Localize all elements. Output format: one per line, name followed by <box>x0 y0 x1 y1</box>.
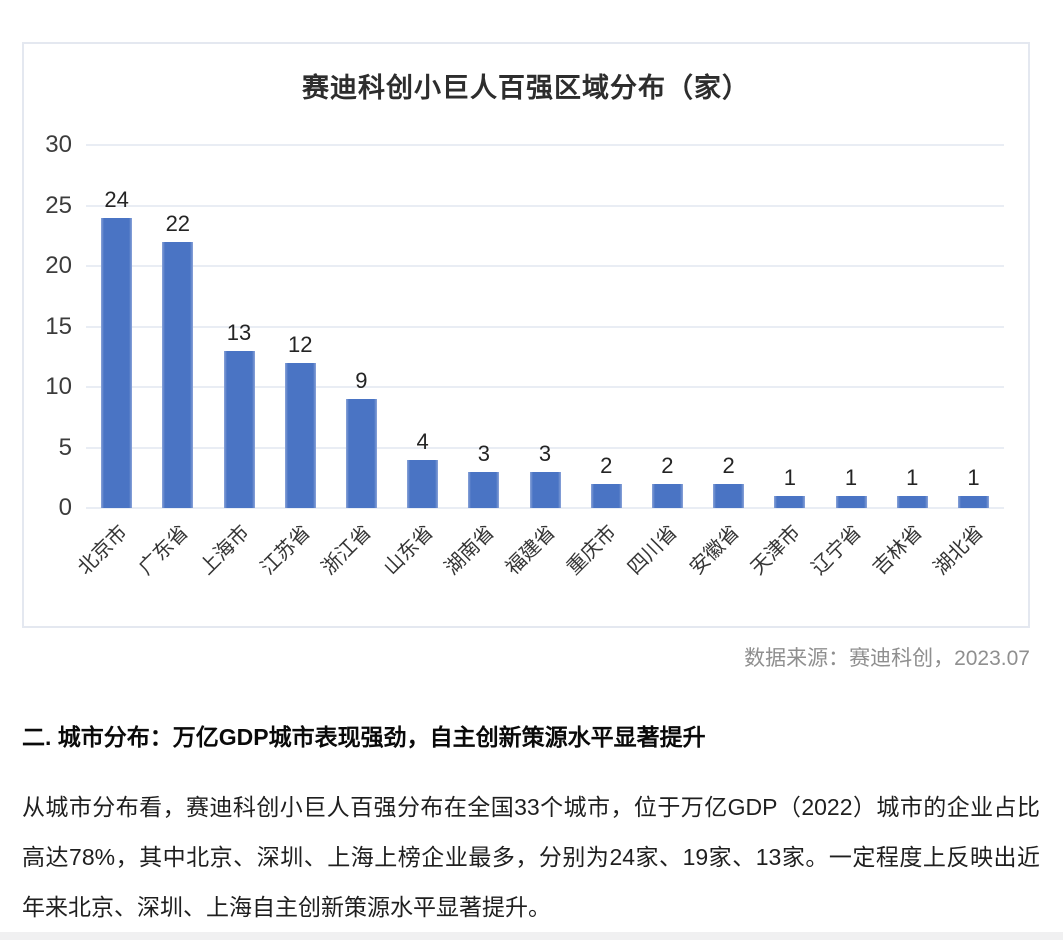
bar-column: 1 <box>820 145 881 508</box>
x-tick-cell: 广东省 <box>135 508 208 608</box>
data-source-note: 数据来源：赛迪科创，2023.07 <box>744 647 1030 670</box>
bar-column: 12 <box>270 145 331 508</box>
bar-column: 1 <box>943 145 1004 508</box>
x-tick-cell: 浙江省 <box>318 508 392 608</box>
bar <box>651 483 683 508</box>
bar <box>345 399 377 508</box>
bar-column: 3 <box>453 145 514 508</box>
bar-column: 2 <box>576 145 637 508</box>
y-tick-label: 30 <box>45 131 72 158</box>
bar-value-label: 4 <box>416 428 429 454</box>
section-heading: 二. 城市分布：万亿GDP城市表现强劲，自主创新策源水平显著提升 <box>22 724 706 750</box>
bar-column: 9 <box>331 145 392 508</box>
bar-column: 1 <box>882 145 943 508</box>
bar <box>223 350 255 508</box>
bar-column: 13 <box>208 145 269 508</box>
bar-value-label: 3 <box>477 440 490 466</box>
bar <box>896 495 928 508</box>
bar-value-label: 1 <box>844 464 858 490</box>
x-tick-cell: 安徽省 <box>686 508 759 608</box>
bar <box>468 471 500 508</box>
bar-value-label: 1 <box>783 464 796 490</box>
y-tick-label: 20 <box>45 252 72 279</box>
bar <box>529 471 561 508</box>
y-tick-label: 25 <box>45 191 72 219</box>
gridline <box>86 204 1004 207</box>
x-tick-cell: 天津市 <box>747 508 820 608</box>
bottom-divider <box>0 932 1063 940</box>
bar-value-label: 3 <box>538 440 552 466</box>
bar-value-label: 1 <box>906 464 919 490</box>
x-tick-cell: 山东省 <box>379 508 453 608</box>
x-tick-cell: 湖南省 <box>441 508 514 608</box>
bar <box>957 495 989 508</box>
bar-column: 1 <box>759 145 820 508</box>
x-tick-cell: 辽宁省 <box>808 508 881 608</box>
bar-column: 4 <box>392 145 453 508</box>
x-labels-row: 北京市 广东省 上海市 江苏省 浙江省 山东省 湖南省 福建省 重庆市 四川省 安徽省 天津市 辽宁省吉… <box>73 508 1004 608</box>
bars-row: 24 22 13 12 9 4 3 3 2 2 2 1 1 1 1 <box>86 145 1004 508</box>
y-tick-label: 10 <box>45 373 72 400</box>
bar-column: 2 <box>637 145 698 508</box>
x-tick-cell: 湖北省 <box>930 508 1004 608</box>
chart-card: 赛迪科创小巨人百强区域分布（家） 0 5 10 15 20 25 30 24 22 13 12 9 4 3… <box>22 42 1030 628</box>
y-tick-label: 15 <box>45 312 72 340</box>
body-paragraph: 从城市分布看，赛迪科创小巨人百强分布在全国33个城市，位于万亿GDP（2022）… <box>22 794 1040 920</box>
bar-value-label: 9 <box>355 368 368 394</box>
y-tick-label: 5 <box>58 433 72 461</box>
x-tick-cell: 四川省 <box>624 508 698 608</box>
bar <box>101 217 133 508</box>
gridline <box>86 325 1004 328</box>
bar-value-label: 2 <box>661 452 674 478</box>
bar-column: 2 <box>698 145 759 508</box>
bar <box>162 241 194 508</box>
bar <box>407 459 439 508</box>
bar-value-label: 24 <box>104 186 129 212</box>
gridline <box>86 386 1004 388</box>
bar <box>835 495 867 508</box>
plot-area: 0 5 10 15 20 25 30 24 22 13 12 9 4 3 3 2 2 2 1 1 1 1 <box>45 133 1004 520</box>
bar-value-label: 2 <box>722 452 735 478</box>
bar <box>774 495 806 508</box>
bar-column: 3 <box>514 145 575 508</box>
bar-value-label: 2 <box>600 452 613 478</box>
x-tick-cell: 北京市 <box>73 508 147 608</box>
x-tick-cell: 上海市 <box>196 508 269 608</box>
x-tick-cell: 福建省 <box>502 508 575 608</box>
bar <box>284 362 316 508</box>
bar-value-label: 13 <box>226 319 252 345</box>
bar <box>713 483 745 508</box>
bar-column: 22 <box>147 145 208 508</box>
bar-value-label: 1 <box>967 464 980 490</box>
chart-title: 赛迪科创小巨人百强区域分布（家） <box>302 73 750 103</box>
bar-value-label: 12 <box>287 331 313 357</box>
bar-column: 24 <box>86 145 147 508</box>
bar-value-label: 22 <box>165 210 191 236</box>
gridline <box>86 144 1004 146</box>
gridline <box>86 265 1004 267</box>
x-tick-label: 北京市 <box>73 521 132 580</box>
gridline <box>86 446 1004 449</box>
y-tick-label: 0 <box>58 494 72 521</box>
gridline <box>86 507 1004 509</box>
bar <box>590 483 622 508</box>
